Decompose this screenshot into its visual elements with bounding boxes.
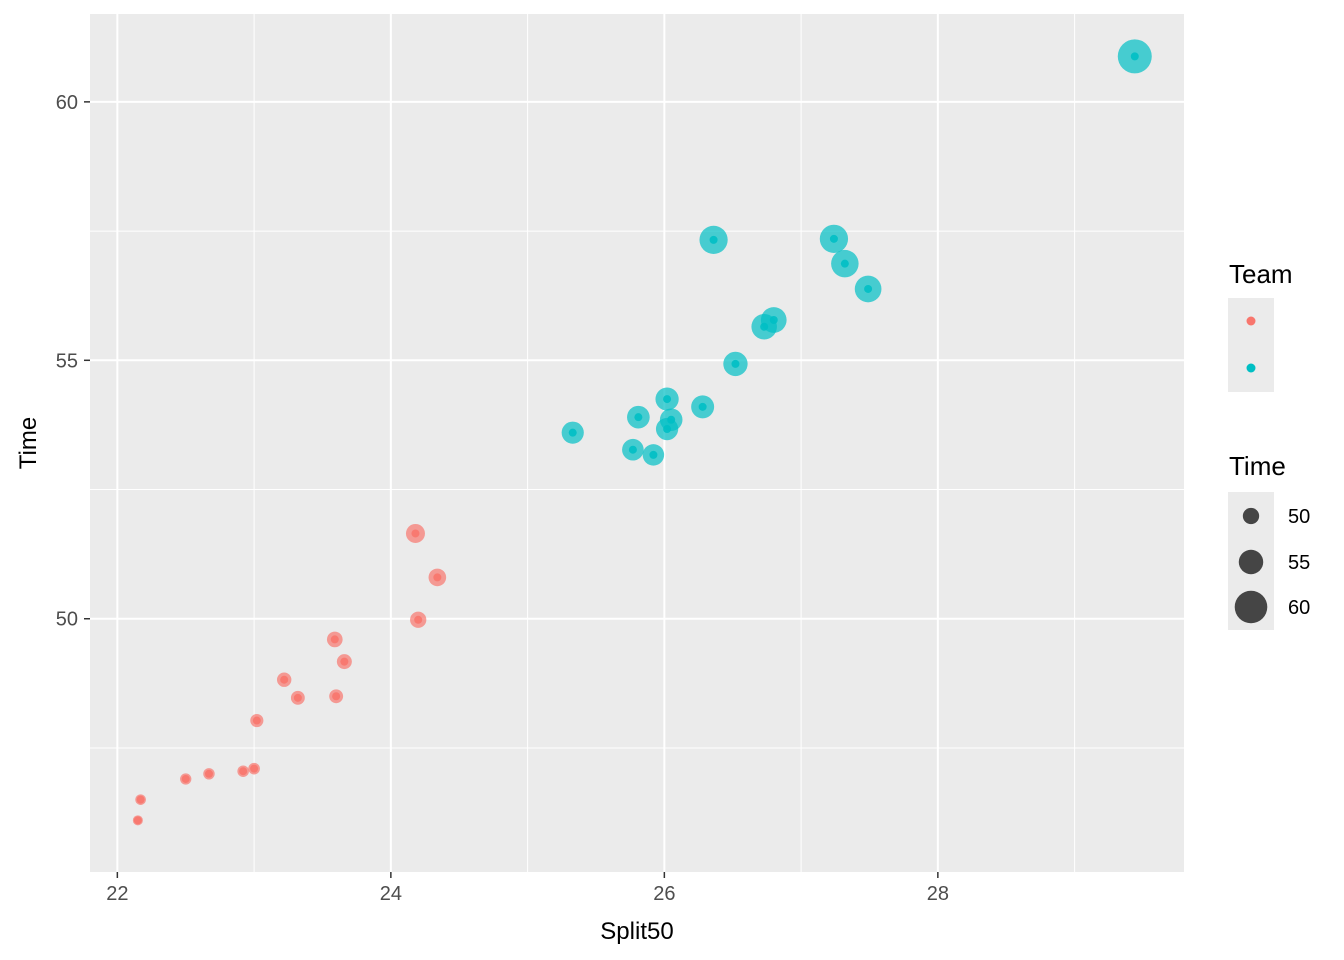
team-2-point-center bbox=[1130, 52, 1139, 61]
team-2-point-center bbox=[840, 259, 849, 268]
team-2-point-center bbox=[864, 284, 873, 293]
axis-ticks bbox=[84, 101, 939, 878]
legend-team-key-background bbox=[1228, 298, 1274, 392]
legend-team-key bbox=[1246, 363, 1256, 373]
team-2-point-center bbox=[628, 445, 637, 454]
team-1-point-center bbox=[433, 573, 442, 582]
team-1-point-center bbox=[133, 816, 142, 825]
team-1-point-center bbox=[181, 774, 190, 783]
legend-time-key bbox=[1234, 590, 1268, 624]
legend-team: Team bbox=[1228, 259, 1293, 392]
y-tick-label: 50 bbox=[56, 609, 78, 631]
x-tick-label: 24 bbox=[380, 883, 402, 905]
team-2-point-center bbox=[769, 315, 778, 324]
x-tick-label: 26 bbox=[653, 883, 675, 905]
legend-time-title: Time bbox=[1229, 451, 1286, 481]
major-grid bbox=[90, 14, 1184, 872]
team-2-point-center bbox=[731, 359, 740, 368]
team-1-point-center bbox=[340, 657, 349, 666]
y-axis-title: Time bbox=[15, 417, 42, 469]
x-tick-label: 22 bbox=[106, 883, 128, 905]
x-axis-title: Split50 bbox=[600, 918, 673, 945]
team-2-point-center bbox=[649, 450, 658, 459]
legend-time-key bbox=[1242, 507, 1260, 525]
legend-time-key bbox=[1238, 549, 1264, 575]
team-1-point-center bbox=[330, 635, 339, 644]
legend-team-title: Team bbox=[1229, 259, 1293, 289]
team-1-point-center bbox=[252, 716, 261, 725]
team-2-point-center bbox=[698, 402, 707, 411]
team-2-point-center bbox=[829, 234, 838, 243]
team-2-point-center bbox=[634, 413, 643, 422]
legend-team-key bbox=[1246, 316, 1256, 326]
y-tick-label: 55 bbox=[56, 350, 78, 372]
team-2-point-center bbox=[709, 235, 718, 244]
team-2-point-center bbox=[663, 395, 672, 404]
team-1-point-center bbox=[332, 692, 341, 701]
legend-time-label: 55 bbox=[1288, 552, 1310, 574]
team-1-point-center bbox=[280, 675, 289, 684]
team-2-point-center bbox=[667, 415, 676, 424]
data-points bbox=[132, 39, 1152, 826]
team-1-point-center bbox=[293, 693, 302, 702]
team-1-point-center bbox=[136, 795, 145, 804]
team-2-point-center bbox=[568, 428, 577, 437]
team-1-point-center bbox=[204, 769, 213, 778]
legend-time-label: 50 bbox=[1288, 506, 1310, 528]
team-1-point-center bbox=[250, 764, 259, 773]
axis-tick-labels: 22 24 26 28 50 55 60 bbox=[56, 92, 949, 905]
legend-time-label: 60 bbox=[1288, 597, 1310, 619]
minor-grid bbox=[90, 14, 1184, 872]
team-1-point-center bbox=[411, 529, 420, 538]
legend-time: Time 50 55 60 bbox=[1228, 451, 1310, 630]
team-1-point-center bbox=[414, 615, 423, 624]
team-1-point-center bbox=[239, 767, 248, 776]
y-tick-label: 60 bbox=[56, 92, 78, 114]
x-tick-label: 28 bbox=[927, 883, 949, 905]
